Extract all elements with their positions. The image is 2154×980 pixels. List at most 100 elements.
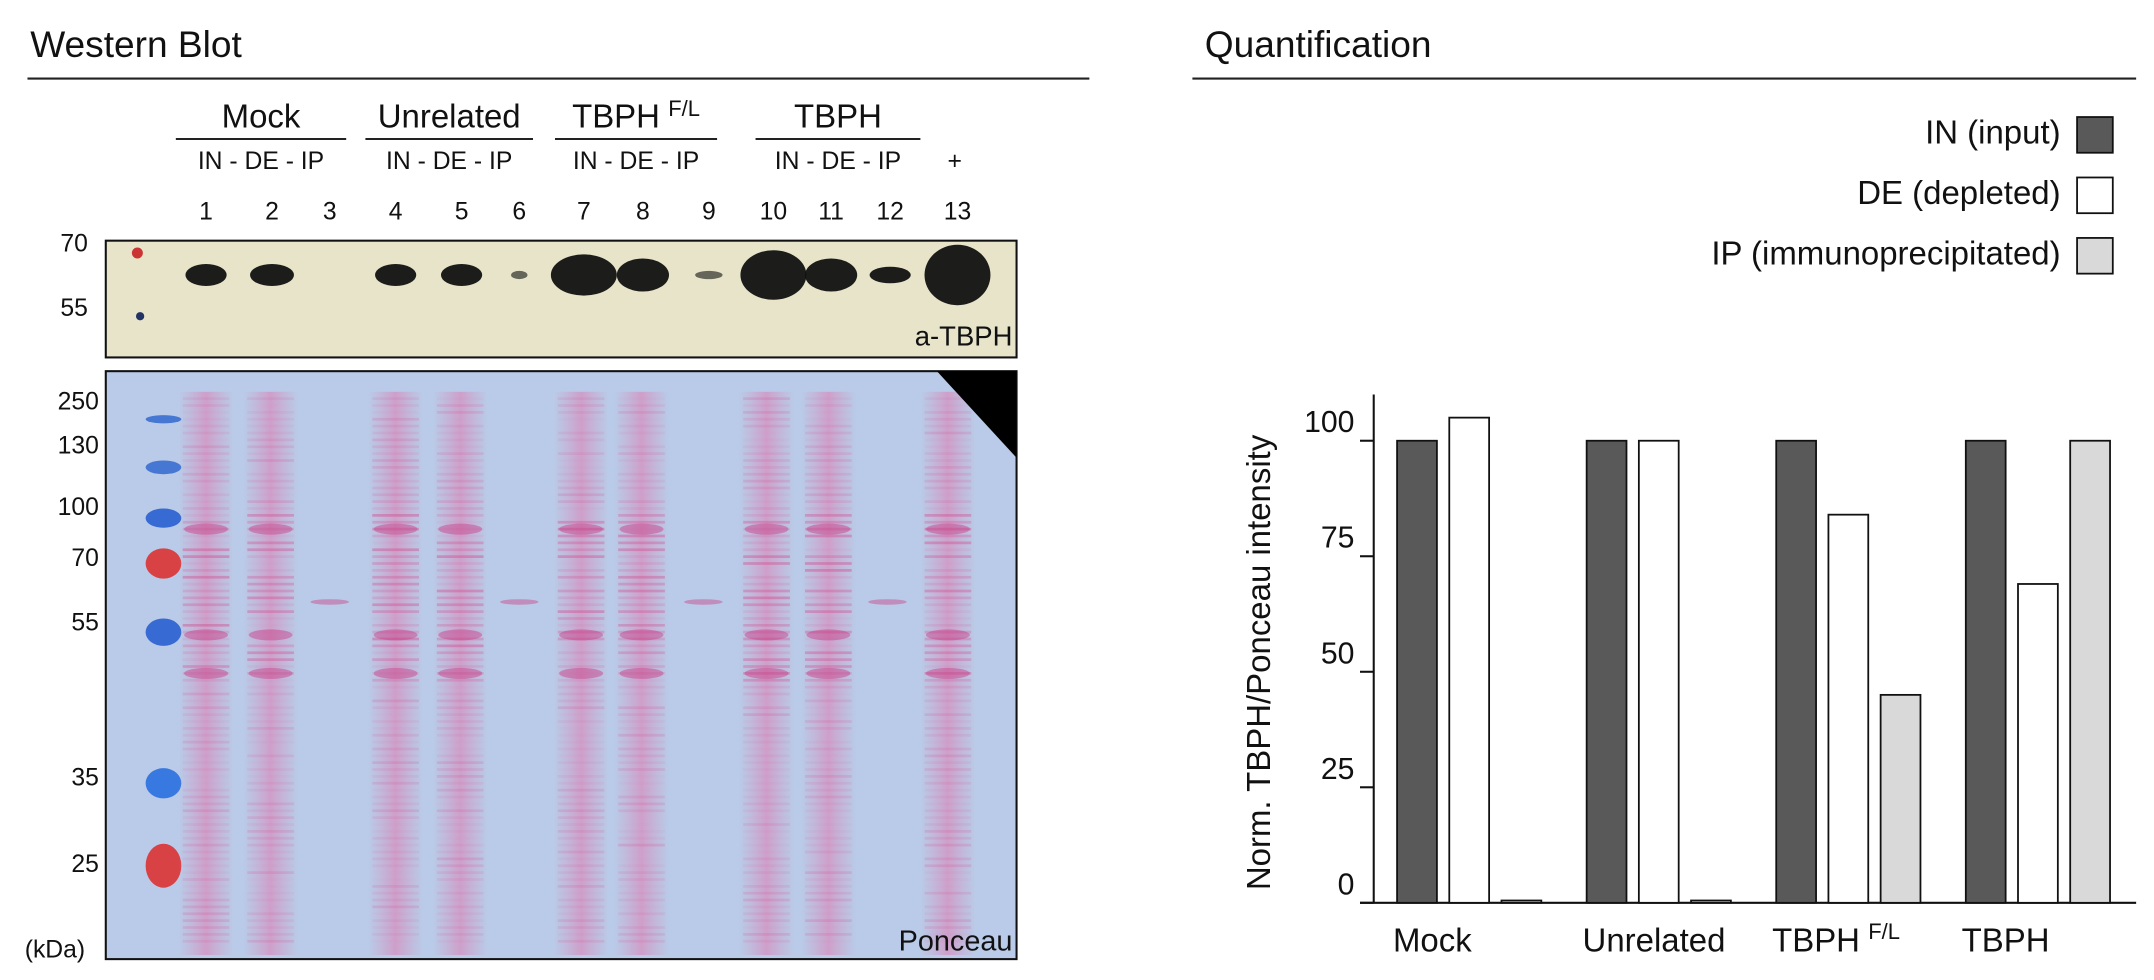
lane-types: IN - DE - IP bbox=[198, 148, 324, 175]
lane-number: 3 bbox=[323, 199, 337, 226]
marker-label: 25 bbox=[71, 851, 99, 878]
x-tick-label: Mock bbox=[1393, 921, 1472, 958]
marker-label: 70 bbox=[60, 230, 87, 257]
group-label: TBPH bbox=[794, 97, 882, 134]
y-axis-label: Norm. TBPH/Ponceau intensity bbox=[1240, 434, 1277, 890]
major-band bbox=[806, 523, 851, 535]
blot-details bbox=[131, 244, 991, 956]
group-name: TBPH bbox=[572, 97, 660, 134]
band bbox=[924, 244, 991, 306]
major-band bbox=[744, 629, 789, 641]
lane-types: IN - DE - IP bbox=[775, 148, 901, 175]
group-name: TBPH bbox=[794, 97, 882, 134]
group-superscript: F/L bbox=[668, 96, 700, 121]
control-lane: + bbox=[948, 148, 962, 175]
ladder-band bbox=[145, 548, 182, 579]
x-tick-label: TBPH F/L bbox=[1772, 919, 1900, 959]
lane-types: IN - DE - IP bbox=[386, 148, 512, 175]
band bbox=[375, 264, 417, 287]
major-band bbox=[438, 667, 483, 679]
ladder-dot bbox=[131, 247, 143, 259]
bar bbox=[1448, 416, 1491, 904]
protein-lane bbox=[920, 391, 976, 956]
bar bbox=[1637, 439, 1680, 904]
lane-number: 12 bbox=[876, 199, 904, 226]
major-band bbox=[806, 629, 851, 641]
category-name: Mock bbox=[1393, 921, 1472, 958]
major-band bbox=[559, 667, 604, 679]
bar bbox=[2069, 439, 2111, 904]
blot-title: Western Blot bbox=[30, 23, 242, 65]
ladder-band bbox=[145, 768, 182, 799]
legend-label: DE (depleted) bbox=[1857, 174, 2060, 211]
y-tick-label: 25 bbox=[1321, 753, 1355, 786]
protein-lane bbox=[178, 391, 234, 956]
band bbox=[805, 258, 858, 292]
major-band bbox=[438, 629, 483, 641]
category-name: Unrelated bbox=[1583, 921, 1726, 958]
bar bbox=[1690, 899, 1732, 904]
major-band bbox=[438, 523, 483, 535]
marker-label: 35 bbox=[71, 765, 99, 792]
protein-lane bbox=[739, 391, 795, 956]
bar bbox=[2017, 583, 2059, 904]
lane-number: 6 bbox=[512, 199, 526, 226]
ladder-band bbox=[145, 415, 182, 424]
band bbox=[740, 250, 807, 300]
legend-label: IP (immunoprecipitated) bbox=[1711, 234, 2060, 271]
major-band bbox=[184, 523, 229, 535]
bar bbox=[1775, 439, 1817, 904]
ip-band bbox=[310, 599, 349, 605]
lane-number: 8 bbox=[636, 199, 650, 226]
lane-number: 9 bbox=[702, 199, 716, 226]
ladder-band bbox=[145, 618, 182, 646]
major-band bbox=[248, 667, 293, 679]
protein-lane bbox=[800, 391, 856, 956]
bar bbox=[1964, 439, 2007, 904]
lane-number: 7 bbox=[577, 199, 591, 226]
major-band bbox=[806, 667, 851, 679]
group-name: Mock bbox=[222, 97, 301, 134]
major-band bbox=[248, 629, 293, 641]
band bbox=[440, 264, 483, 287]
blot-label: Ponceau bbox=[899, 925, 1013, 957]
major-band bbox=[559, 523, 604, 535]
protein-lane bbox=[243, 391, 299, 956]
major-band bbox=[925, 667, 970, 679]
band bbox=[695, 270, 723, 280]
band bbox=[616, 258, 670, 292]
major-band bbox=[925, 629, 970, 641]
major-band bbox=[744, 523, 789, 535]
lane-number: 5 bbox=[455, 199, 469, 226]
major-band bbox=[184, 629, 229, 641]
bar bbox=[1500, 899, 1543, 904]
major-band bbox=[619, 523, 664, 535]
protein-lane bbox=[553, 391, 609, 956]
major-band bbox=[373, 629, 418, 641]
marker-label: 55 bbox=[60, 295, 87, 322]
lane-number: 10 bbox=[760, 199, 787, 226]
marker-label: 100 bbox=[58, 494, 99, 521]
major-band bbox=[248, 523, 293, 535]
protein-lane bbox=[432, 391, 488, 956]
category-superscript: F/L bbox=[1868, 919, 1900, 944]
ip-band bbox=[500, 599, 539, 605]
category-name: TBPH bbox=[1962, 921, 2050, 958]
legend-swatch bbox=[2076, 176, 2114, 215]
legend-swatch bbox=[2076, 237, 2114, 275]
lane-number: 4 bbox=[389, 199, 403, 226]
corner-mask bbox=[936, 371, 1017, 458]
major-band bbox=[619, 629, 664, 641]
unit-label: (kDa) bbox=[25, 936, 85, 963]
lane-number: 1 bbox=[199, 199, 213, 226]
marker-label: 70 bbox=[71, 545, 99, 572]
band bbox=[511, 270, 528, 280]
category-name: TBPH bbox=[1772, 921, 1860, 958]
major-band bbox=[373, 667, 418, 679]
band bbox=[550, 254, 617, 296]
major-band bbox=[925, 523, 970, 535]
bar bbox=[1879, 693, 1922, 904]
ladder-band bbox=[145, 460, 182, 475]
